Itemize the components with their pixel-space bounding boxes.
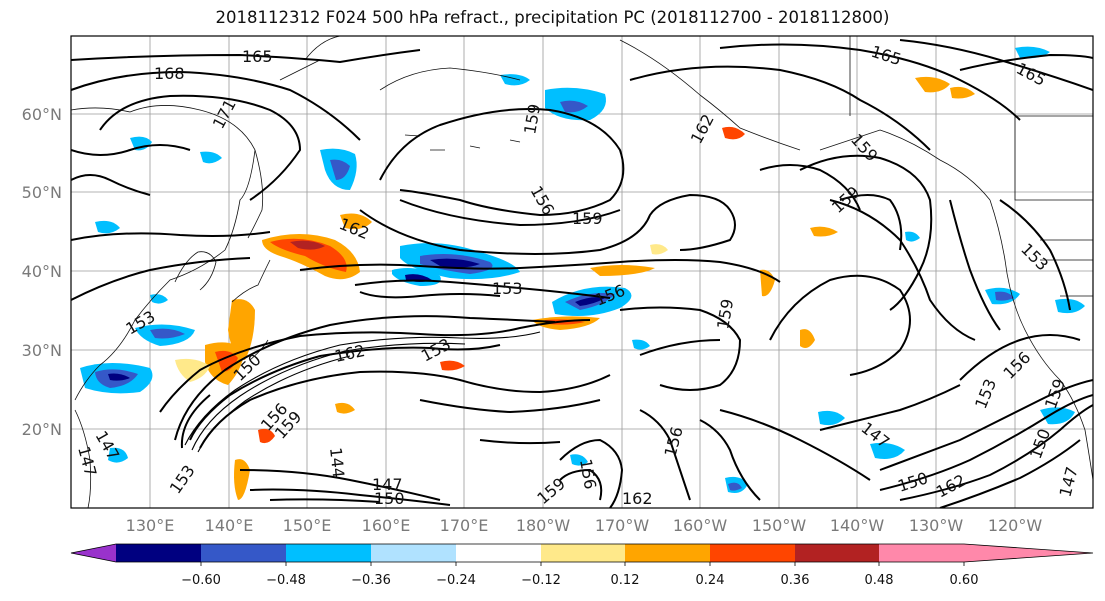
lat-label-20n: 20°N	[22, 420, 62, 439]
plot-frame	[70, 35, 1094, 509]
contour-label: 153	[492, 279, 523, 298]
contour-label: 168	[154, 64, 185, 83]
colorbar-swatch	[879, 544, 964, 562]
colorbar-tick-label: 0.24	[696, 573, 725, 588]
lat-label-60n: 60°N	[22, 105, 62, 124]
lon-label: 150°W	[752, 516, 807, 535]
colorbar-swatch	[286, 544, 371, 562]
lon-label: 130°E	[126, 516, 175, 535]
longitude-labels: 130°E 140°E 150°E 160°E 170°E 180°W 170°…	[126, 516, 1043, 535]
lon-label: 140°E	[205, 516, 254, 535]
lon-label: 170°E	[440, 516, 489, 535]
colorbar-swatch	[456, 544, 541, 562]
colorbar-tick-label: −0.36	[351, 573, 391, 588]
colorbar-tick-label: −0.24	[436, 573, 476, 588]
latitude-labels: 60°N 50°N 40°N 30°N 20°N	[22, 105, 62, 439]
lat-label-50n: 50°N	[22, 183, 62, 202]
colorbar-swatch	[116, 544, 201, 562]
lon-label: 140°W	[830, 516, 885, 535]
colorbar-swatch	[625, 544, 710, 562]
contour-label: 150	[374, 489, 405, 508]
lon-label: 150°E	[283, 516, 332, 535]
lon-label: 160°W	[673, 516, 728, 535]
colorbar-swatch	[371, 544, 456, 562]
colorbar-tick-label: 0.60	[950, 573, 979, 588]
colorbar-tick-label: 0.12	[611, 573, 640, 588]
colorbar: −0.60 −0.48 −0.36 −0.24 −0.12 0.12 0.24 …	[70, 543, 1094, 588]
contour-label: 165	[242, 47, 273, 66]
lon-label: 130°W	[909, 516, 964, 535]
refractivity-contours	[71, 39, 1093, 508]
lon-label: 180°W	[516, 516, 571, 535]
colorbar-extend-right	[964, 544, 1093, 562]
lon-label: 120°W	[988, 516, 1043, 535]
colorbar-tick-label: −0.12	[521, 573, 561, 588]
colorbar-tick-label: 0.36	[781, 573, 810, 588]
colorbar-swatch	[201, 544, 286, 562]
coastlines	[71, 36, 1093, 508]
colorbar-swatch	[710, 544, 795, 562]
colorbar-tick-label: −0.60	[181, 573, 221, 588]
colorbar-swatch	[541, 544, 625, 562]
colorbar-tick-label: 0.48	[865, 573, 894, 588]
contour-label: 147	[372, 475, 403, 494]
contour-label: 144	[326, 446, 348, 478]
lat-label-30n: 30°N	[22, 341, 62, 360]
lat-label-40n: 40°N	[22, 262, 62, 281]
lon-label: 170°W	[595, 516, 650, 535]
contour-label: 159	[572, 209, 603, 228]
precipitation-fills	[80, 46, 1085, 500]
contour-label: 162	[622, 489, 653, 508]
colorbar-tick-label: −0.48	[266, 573, 306, 588]
colorbar-swatch	[795, 544, 879, 562]
lon-label: 160°E	[362, 516, 411, 535]
map-title: 2018112312 F024 500 hPa refract., precip…	[215, 8, 890, 27]
colorbar-extend-left	[71, 544, 116, 562]
jet-contours	[184, 331, 541, 453]
